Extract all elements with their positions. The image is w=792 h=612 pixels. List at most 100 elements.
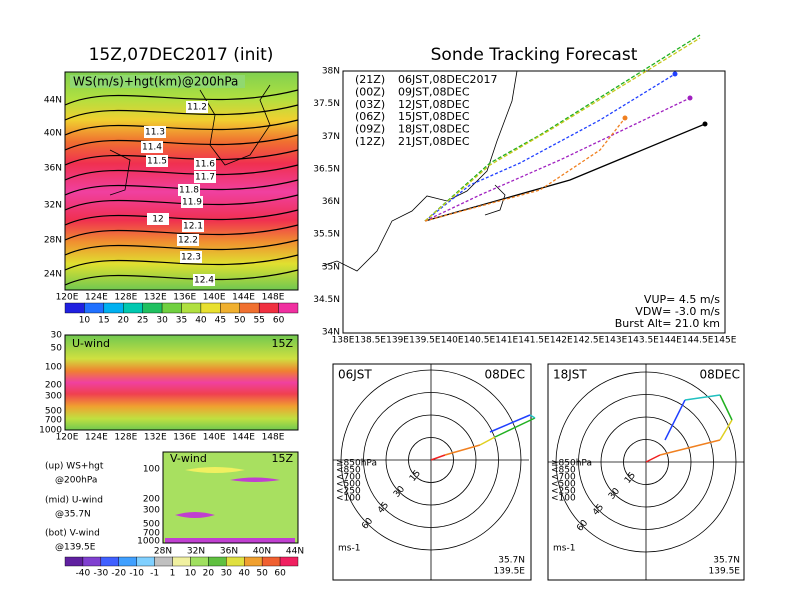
colorbar-label: 30 [221, 569, 233, 579]
hodo-level: <250 [336, 487, 361, 497]
colorbar-label: 1 [170, 569, 176, 579]
u-label: U-wind [72, 337, 110, 350]
colorbar-cell [172, 556, 191, 567]
lon-label: 145E [714, 336, 737, 346]
param: VUP= 4.5 m/s [644, 293, 720, 306]
lon-label: 132E [144, 433, 167, 443]
contour-label: 11.6 [195, 160, 215, 170]
lon-label: 148E [262, 293, 285, 303]
contour-label-bg [178, 184, 200, 196]
hodo-level: <850 [551, 466, 576, 476]
lon-label: 140E [441, 336, 464, 346]
hodo-date: 08DEC [700, 368, 740, 382]
note: @200hPa [55, 476, 97, 486]
contour-label: 11.3 [145, 128, 165, 138]
v-frame [162, 451, 299, 544]
colorbar-cell [208, 556, 227, 567]
colorbar-cell [64, 302, 85, 314]
lon-label: 124E [85, 433, 108, 443]
level-label: 500 [45, 407, 62, 417]
lat-label: 34N [322, 328, 340, 338]
hodo-trace [444, 444, 481, 456]
burst-point [672, 71, 678, 77]
colorbar-label: -1 [150, 569, 159, 579]
lat-label: 36.5N [313, 164, 340, 174]
contour-label: 11.4 [142, 143, 162, 153]
coastline [109, 84, 271, 196]
lon-label: 140E [203, 433, 226, 443]
launch-jst: 21JST,08DEC [398, 135, 470, 148]
hodo-level: ≥850hPa [336, 459, 377, 469]
colorbar-cell [279, 556, 299, 567]
lat-label: 24N [44, 270, 62, 280]
lat-label: 40N [44, 129, 62, 139]
lon-label: 144E [232, 293, 255, 303]
contour-label-bg [180, 251, 202, 263]
contour-label: 12.2 [178, 236, 198, 246]
lon-label: 142E [550, 336, 573, 346]
burst-point [687, 95, 693, 101]
colorbar-label: 60 [273, 316, 285, 326]
colorbar-cell [190, 556, 209, 567]
launch-utc: (06Z) [355, 110, 385, 123]
level-label: 700 [45, 416, 62, 426]
note: @35.7N [55, 510, 91, 520]
lat-label: 40N [253, 547, 271, 557]
hodo-level: ≥850hPa [551, 459, 592, 469]
lat-label: 36N [44, 164, 62, 174]
contour-label-bg [194, 171, 216, 183]
contour-label-bg [144, 126, 166, 138]
colorbar-label: 35 [176, 316, 187, 326]
contour-label-bg [147, 213, 169, 225]
launch-jst: 15JST,08DEC [398, 110, 470, 123]
lat-label: 37N [322, 132, 340, 142]
lon-label: 136E [173, 293, 196, 303]
lat-label: 36N [220, 547, 238, 557]
ws-frame [64, 71, 299, 291]
height-contour [64, 224, 299, 241]
height-contour [64, 104, 299, 121]
lon-label: 139.5E [409, 336, 441, 346]
lat-label: 44N [286, 547, 304, 557]
hodo-level: <250 [551, 487, 576, 497]
colorbar-label: 40 [195, 316, 207, 326]
colorbar-label: 25 [137, 316, 148, 326]
v-label: V-wind [170, 452, 207, 465]
hodo-time: 06JST [338, 368, 372, 382]
colorbar-cell [220, 302, 240, 314]
level-label: 30 [51, 331, 63, 341]
colorbar-cell [258, 302, 279, 314]
colorbar-cell [200, 302, 221, 314]
colorbar-cell [142, 302, 163, 314]
u-field [65, 335, 298, 430]
lon-label: 148E [262, 433, 285, 443]
colorbar-label: 15 [98, 316, 109, 326]
height-contour [64, 194, 299, 211]
hodo-frame [332, 363, 532, 581]
v-time: 15Z [271, 452, 293, 465]
hodo-unit: ms-1 [338, 544, 360, 554]
note: (bot) V-wind [45, 529, 100, 539]
lon-label: 124E [85, 293, 108, 303]
launch-utc: (12Z) [355, 135, 385, 148]
colorbar-cell [84, 302, 105, 314]
contour-label-bg [193, 274, 215, 286]
colorbar-label: 50 [234, 316, 246, 326]
trajectory [424, 37, 701, 222]
lat-label: 35.5N [313, 230, 340, 240]
level-label: 300 [143, 506, 160, 516]
lon-label: 140E [203, 293, 226, 303]
colorbar-cell [161, 302, 182, 314]
hodo-trace [719, 419, 733, 441]
track-title: Sonde Tracking Forecast [431, 45, 638, 65]
lat-label: 44N [44, 96, 62, 106]
launch-jst: 18JST,08DEC [398, 123, 470, 136]
level-label: 200 [45, 381, 62, 391]
height-contour [64, 239, 299, 256]
level-label: 700 [143, 529, 160, 539]
colorbar-label: 45 [215, 316, 226, 326]
colorbar-cell [181, 302, 202, 314]
colorbar-label: 40 [239, 569, 251, 579]
level-label: 1000 [39, 426, 62, 436]
u-time: 15Z [271, 337, 293, 350]
